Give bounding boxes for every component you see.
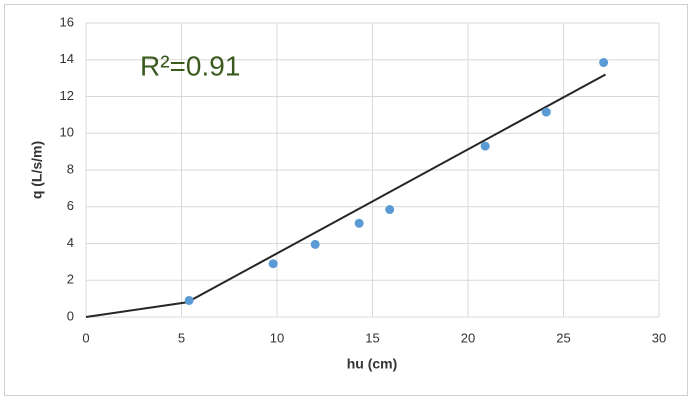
- y-tick-label: 6: [67, 198, 74, 213]
- x-axis-title: hu (cm): [347, 356, 398, 372]
- data-point: [541, 107, 551, 117]
- data-point: [310, 239, 320, 249]
- y-tick-label: 16: [60, 14, 74, 29]
- x-tick-label: 15: [365, 330, 379, 345]
- annotation: R²=0.91: [140, 50, 240, 81]
- y-tick-label: 14: [60, 51, 74, 66]
- data-point: [599, 58, 609, 68]
- x-tick-label: 30: [652, 330, 666, 345]
- y-tick-label: 4: [67, 235, 74, 250]
- data-point: [354, 218, 364, 228]
- x-tick-label: 25: [556, 330, 570, 345]
- chart-frame: [4, 4, 688, 396]
- y-tick-label: 2: [67, 272, 74, 287]
- y-tick-label: 0: [67, 308, 74, 323]
- y-tick-label: 10: [60, 125, 74, 140]
- y-axis-title: q (L/s/m): [29, 141, 45, 199]
- x-tick-label: 20: [461, 330, 475, 345]
- x-tick-label: 5: [178, 330, 185, 345]
- data-point: [184, 295, 194, 305]
- x-tick-label: 0: [82, 330, 89, 345]
- data-point: [385, 205, 395, 215]
- y-tick-label: 12: [60, 88, 74, 103]
- y-tick-label: 8: [67, 161, 74, 176]
- x-tick-label: 10: [270, 330, 284, 345]
- data-point: [268, 259, 278, 269]
- data-point: [480, 141, 490, 151]
